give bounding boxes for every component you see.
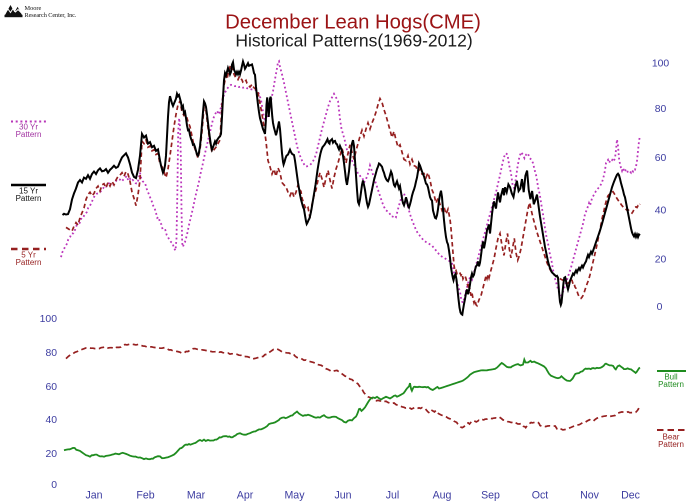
svg-text:80: 80 [45, 348, 57, 359]
svg-text:Bull: Bull [664, 373, 678, 382]
svg-text:Jun: Jun [334, 490, 351, 502]
svg-text:May: May [284, 490, 305, 502]
svg-text:Nov: Nov [580, 490, 600, 502]
svg-text:30 Yr: 30 Yr [19, 123, 38, 132]
svg-text:40: 40 [655, 206, 667, 217]
svg-text:Jul: Jul [386, 490, 400, 502]
svg-text:Pattern: Pattern [16, 194, 42, 203]
svg-text:Historical Patterns(1969-2012): Historical Patterns(1969-2012) [235, 31, 472, 51]
svg-text:Research Center, Inc.: Research Center, Inc. [25, 12, 77, 19]
svg-text:Sep: Sep [481, 490, 500, 502]
svg-text:Oct: Oct [532, 490, 549, 502]
svg-text:Pattern: Pattern [16, 130, 42, 139]
svg-text:Mar: Mar [187, 490, 206, 502]
svg-text:0: 0 [51, 480, 57, 491]
svg-text:20: 20 [45, 449, 57, 460]
svg-text:December Lean Hogs(CME): December Lean Hogs(CME) [225, 12, 481, 34]
svg-text:Moore: Moore [25, 5, 42, 12]
svg-text:60: 60 [45, 382, 57, 393]
svg-text:Pattern: Pattern [658, 380, 684, 389]
svg-text:Aug: Aug [433, 490, 452, 502]
svg-text:Pattern: Pattern [658, 440, 684, 449]
svg-text:Pattern: Pattern [16, 258, 42, 267]
svg-text:Bear: Bear [663, 433, 680, 442]
svg-text:Dec: Dec [621, 490, 641, 502]
svg-text:80: 80 [655, 104, 667, 115]
svg-text:100: 100 [40, 314, 58, 325]
svg-text:60: 60 [655, 153, 667, 164]
svg-text:Feb: Feb [136, 490, 154, 502]
svg-text:Apr: Apr [237, 490, 254, 502]
svg-text:0: 0 [657, 302, 663, 313]
svg-text:40: 40 [45, 415, 57, 426]
svg-text:15 Yr: 15 Yr [19, 187, 38, 196]
svg-text:Jan: Jan [85, 490, 102, 502]
svg-text:100: 100 [652, 59, 670, 70]
svg-text:20: 20 [655, 255, 667, 266]
svg-text:5 Yr: 5 Yr [21, 251, 36, 260]
